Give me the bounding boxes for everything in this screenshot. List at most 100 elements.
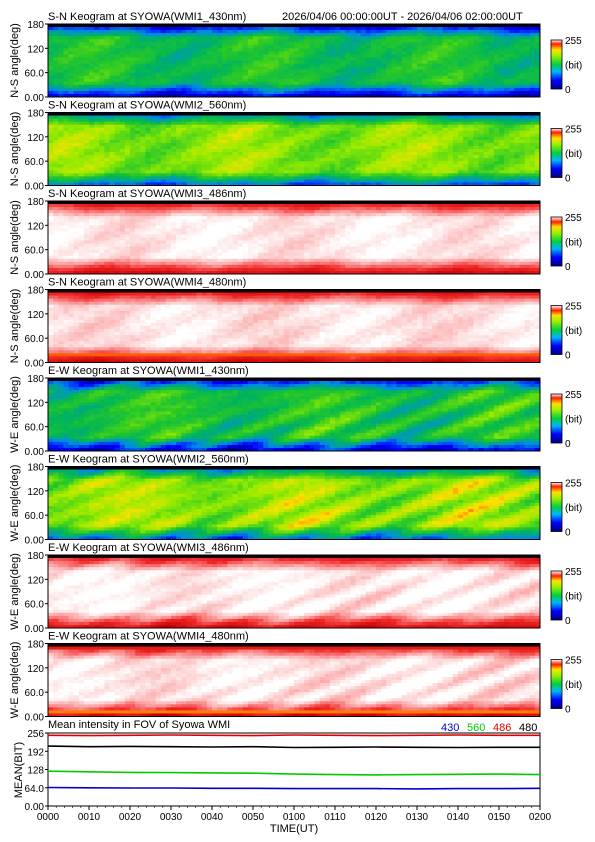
keogram-cell — [427, 76, 433, 79]
keogram-cell — [325, 51, 331, 54]
keogram-cell — [463, 82, 469, 85]
keogram-cell — [422, 73, 428, 76]
keogram-cell — [514, 39, 520, 42]
keogram-cell — [197, 210, 203, 213]
keogram-cell — [330, 67, 336, 70]
keogram-cell — [202, 30, 208, 33]
keogram-cell — [289, 85, 295, 88]
keogram-cell — [345, 57, 351, 60]
keogram-cell — [494, 88, 500, 91]
keogram-cell — [468, 79, 474, 82]
keogram-cell — [207, 48, 213, 51]
keogram-cell — [104, 67, 110, 70]
keogram-cell — [279, 140, 285, 143]
keogram-cell — [53, 152, 59, 155]
keogram-cell — [530, 125, 536, 128]
keogram-cell — [58, 30, 64, 33]
keogram-cell — [115, 125, 121, 128]
keogram-cell — [504, 164, 510, 167]
keogram-cell — [427, 170, 433, 173]
keogram-cell — [504, 30, 510, 33]
keogram-cell — [176, 170, 182, 173]
keogram-cell — [463, 57, 469, 60]
keogram-cell — [217, 155, 223, 158]
keogram-cell — [135, 155, 141, 158]
keogram-cell — [479, 137, 485, 140]
keogram-cell — [315, 51, 321, 54]
keogram-cell — [48, 179, 54, 182]
keogram-cell — [166, 170, 172, 173]
keogram-cell — [222, 113, 228, 116]
keogram-cell — [233, 170, 239, 173]
keogram-cell — [479, 140, 485, 143]
keogram-cell — [340, 73, 346, 76]
keogram-cell — [181, 70, 187, 73]
keogram-cell — [499, 155, 505, 158]
keogram-cell — [525, 27, 531, 30]
keogram-cell — [443, 119, 449, 122]
keogram-cell — [207, 76, 213, 79]
keogram-cell — [458, 79, 464, 82]
keogram-cell — [258, 113, 264, 116]
keogram-cell — [63, 128, 69, 131]
keogram-cell — [315, 128, 321, 131]
keogram-cell — [69, 45, 75, 48]
keogram-cell — [222, 131, 228, 134]
keogram-cell — [279, 33, 285, 36]
keogram-cell — [443, 122, 449, 125]
keogram-cell — [207, 210, 213, 213]
keogram-cell — [125, 36, 131, 39]
keogram-cell — [289, 176, 295, 179]
keogram-cell — [248, 79, 254, 82]
keogram-cell — [74, 207, 80, 210]
keogram-cell — [151, 204, 157, 207]
keogram-cell — [140, 42, 146, 45]
keogram-cell — [99, 48, 105, 51]
keogram-cell — [376, 143, 382, 146]
keogram-cell — [227, 176, 233, 179]
keogram-cell — [391, 42, 397, 45]
keogram-cell — [238, 73, 244, 76]
keogram-cell — [248, 116, 254, 119]
keogram-cell — [381, 45, 387, 48]
keogram-cell — [69, 82, 75, 85]
keogram-cell — [171, 54, 177, 57]
keogram-cell — [530, 54, 536, 57]
keogram-cell — [104, 152, 110, 155]
keogram-cell — [448, 204, 454, 207]
keogram-cell — [304, 134, 310, 137]
keogram-cell — [84, 48, 90, 51]
keogram-cell — [243, 152, 249, 155]
keogram-cell — [58, 113, 64, 116]
keogram-cell — [151, 210, 157, 213]
keogram-cell — [514, 207, 520, 210]
keogram-cell — [284, 137, 290, 140]
keogram-cell — [463, 204, 469, 207]
keogram-cell — [299, 173, 305, 176]
keogram-cell — [69, 201, 75, 204]
keogram-cell — [438, 140, 444, 143]
keogram-cell — [79, 82, 85, 85]
keogram-cell — [458, 204, 464, 207]
keogram-cell — [299, 82, 305, 85]
keogram-cell — [243, 82, 249, 85]
keogram-cell — [253, 70, 259, 73]
keogram-cell — [356, 155, 362, 158]
keogram-cell — [233, 70, 239, 73]
keogram-cell — [243, 119, 249, 122]
keogram-cell — [279, 149, 285, 152]
keogram-cell — [309, 140, 315, 143]
keogram-cell — [89, 125, 95, 128]
keogram-cell — [494, 201, 500, 204]
keogram-cell — [304, 85, 310, 88]
keogram-cell — [422, 122, 428, 125]
keogram-cell — [443, 57, 449, 60]
keogram-cell — [233, 179, 239, 182]
keogram-cell — [315, 88, 321, 91]
keogram-cell — [233, 45, 239, 48]
keogram-cell — [361, 116, 367, 119]
keogram-cell — [84, 164, 90, 167]
keogram-cell — [161, 164, 167, 167]
keogram-cell — [263, 210, 269, 213]
keogram-cell — [279, 146, 285, 149]
